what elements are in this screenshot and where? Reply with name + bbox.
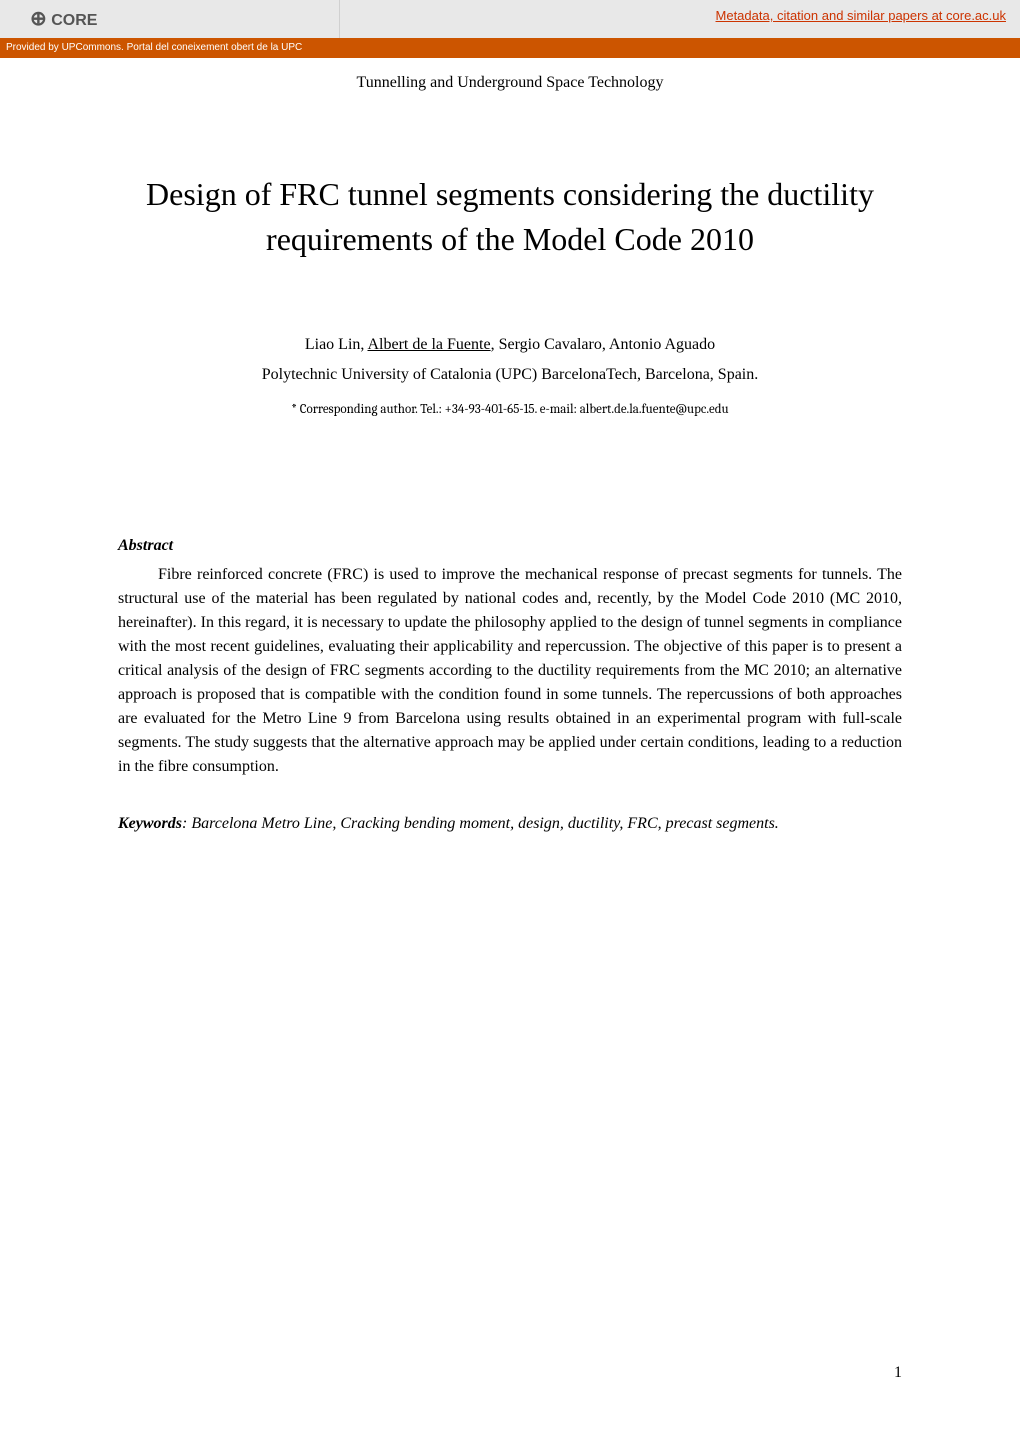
keywords-label: Keywords [118,815,182,832]
provider-bar: Provided by UPCommons. Portal del coneix… [0,38,1020,58]
core-icon: ⊕ [30,8,47,30]
corresponding-author-note: * Corresponding author. Tel.: +34-93-401… [118,402,902,417]
abstract-heading: Abstract [118,537,902,555]
corresponding-author: Albert de la Fuente [368,336,491,353]
core-logo-text: CORE [51,12,97,29]
authors-suffix: , Sergio Cavalaro, Antonio Aguado [491,336,716,353]
core-header-bar: ⊕ CORE Metadata, citation and similar pa… [0,0,1020,38]
core-logo: ⊕ CORE [30,6,97,31]
metadata-link-section: Metadata, citation and similar papers at… [340,0,1020,38]
affiliation: Polytechnic University of Catalonia (UPC… [118,366,902,384]
abstract-text: Fibre reinforced concrete (FRC) is used … [118,563,902,779]
page-number: 1 [894,1364,902,1382]
paper-title: Design of FRC tunnel segments considerin… [118,172,902,262]
keywords-line: Keywords: Barcelona Metro Line, Cracking… [118,815,902,833]
core-logo-section: ⊕ CORE [0,0,340,38]
journal-name: Tunnelling and Underground Space Technol… [118,74,902,92]
authors-prefix: Liao Lin, [305,336,368,353]
paper-content: Tunnelling and Underground Space Technol… [0,58,1020,833]
keywords-text: : Barcelona Metro Line, Cracking bending… [182,815,779,832]
authors-line: Liao Lin, Albert de la Fuente, Sergio Ca… [118,336,902,354]
provider-text: Provided by UPCommons. Portal del coneix… [6,42,302,53]
metadata-link[interactable]: Metadata, citation and similar papers at… [716,8,1006,23]
